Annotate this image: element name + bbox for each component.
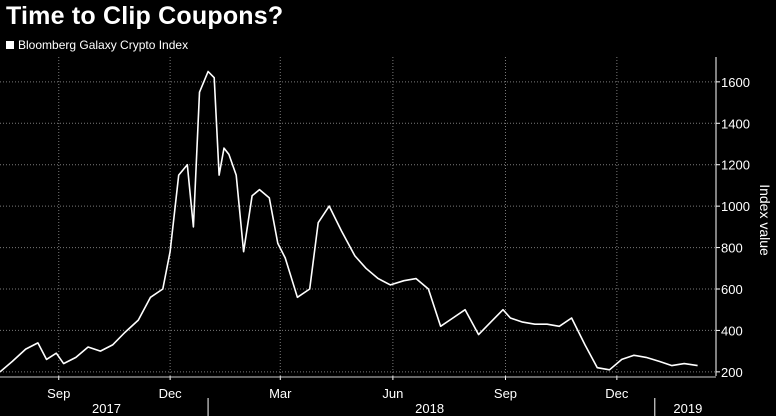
chart-title: Time to Clip Coupons?: [6, 2, 284, 30]
y-axis-label: Index value: [757, 184, 773, 256]
y-tick-label: 1600: [721, 75, 750, 90]
y-tick-label: 1400: [721, 116, 750, 131]
series-line: [0, 70, 698, 373]
year-label: 2017: [92, 401, 121, 416]
legend: Bloomberg Galaxy Crypto Index: [6, 38, 188, 52]
x-tick-label: Dec: [605, 386, 629, 401]
y-tick-label: 600: [721, 282, 743, 297]
gridlines: [0, 57, 716, 376]
y-tick-label: 1000: [721, 199, 750, 214]
x-tick-label: Jun: [382, 386, 403, 401]
year-label: 2018: [415, 401, 444, 416]
legend-swatch: [6, 41, 14, 49]
y-tick-label: 1200: [721, 158, 750, 173]
y-axis: 200 400 600 800 1000 1200 1400 1600: [715, 57, 750, 380]
y-tick-label: 400: [721, 323, 743, 338]
x-axis: Sep Dec Mar Jun Sep Dec 2017 2018 2019: [0, 376, 716, 416]
year-label: 2019: [673, 401, 702, 416]
legend-label: Bloomberg Galaxy Crypto Index: [18, 38, 189, 52]
y-tick-label: 800: [721, 241, 743, 256]
x-tick-label: Dec: [159, 386, 183, 401]
x-tick-label: Mar: [269, 386, 292, 401]
x-tick-label: Sep: [47, 386, 70, 401]
x-tick-label: Sep: [494, 386, 517, 401]
y-tick-label: 200: [721, 365, 743, 380]
series-group: [0, 70, 698, 373]
